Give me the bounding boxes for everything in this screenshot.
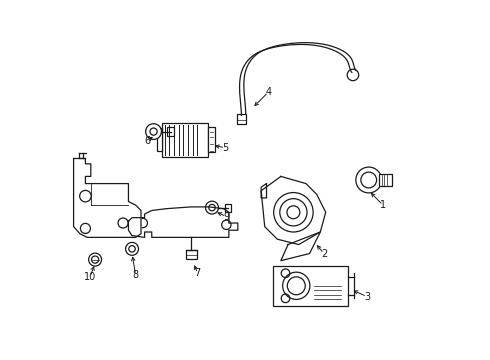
- Text: 3: 3: [364, 292, 370, 302]
- Bar: [273, 266, 348, 306]
- Polygon shape: [261, 176, 326, 244]
- Polygon shape: [281, 232, 320, 261]
- Text: 9: 9: [223, 212, 229, 221]
- Bar: [237, 114, 245, 125]
- Bar: [186, 250, 196, 259]
- Text: 7: 7: [195, 268, 201, 278]
- Circle shape: [205, 201, 219, 214]
- Text: 5: 5: [222, 143, 228, 153]
- Text: 4: 4: [265, 87, 271, 97]
- Text: 1: 1: [380, 200, 386, 210]
- Polygon shape: [74, 158, 141, 237]
- Circle shape: [274, 193, 313, 232]
- Circle shape: [146, 124, 161, 139]
- Bar: [157, 128, 162, 151]
- Bar: [167, 127, 174, 136]
- Circle shape: [89, 253, 101, 266]
- Circle shape: [347, 69, 359, 81]
- Bar: [162, 123, 208, 157]
- Circle shape: [356, 167, 382, 193]
- Text: 10: 10: [84, 272, 96, 282]
- Bar: [208, 127, 215, 152]
- Polygon shape: [128, 207, 238, 237]
- Text: 8: 8: [133, 270, 139, 280]
- Text: 2: 2: [321, 248, 327, 258]
- Circle shape: [125, 242, 139, 255]
- Bar: [379, 174, 392, 186]
- Circle shape: [283, 272, 310, 300]
- Bar: [224, 204, 231, 212]
- Text: 6: 6: [145, 136, 150, 145]
